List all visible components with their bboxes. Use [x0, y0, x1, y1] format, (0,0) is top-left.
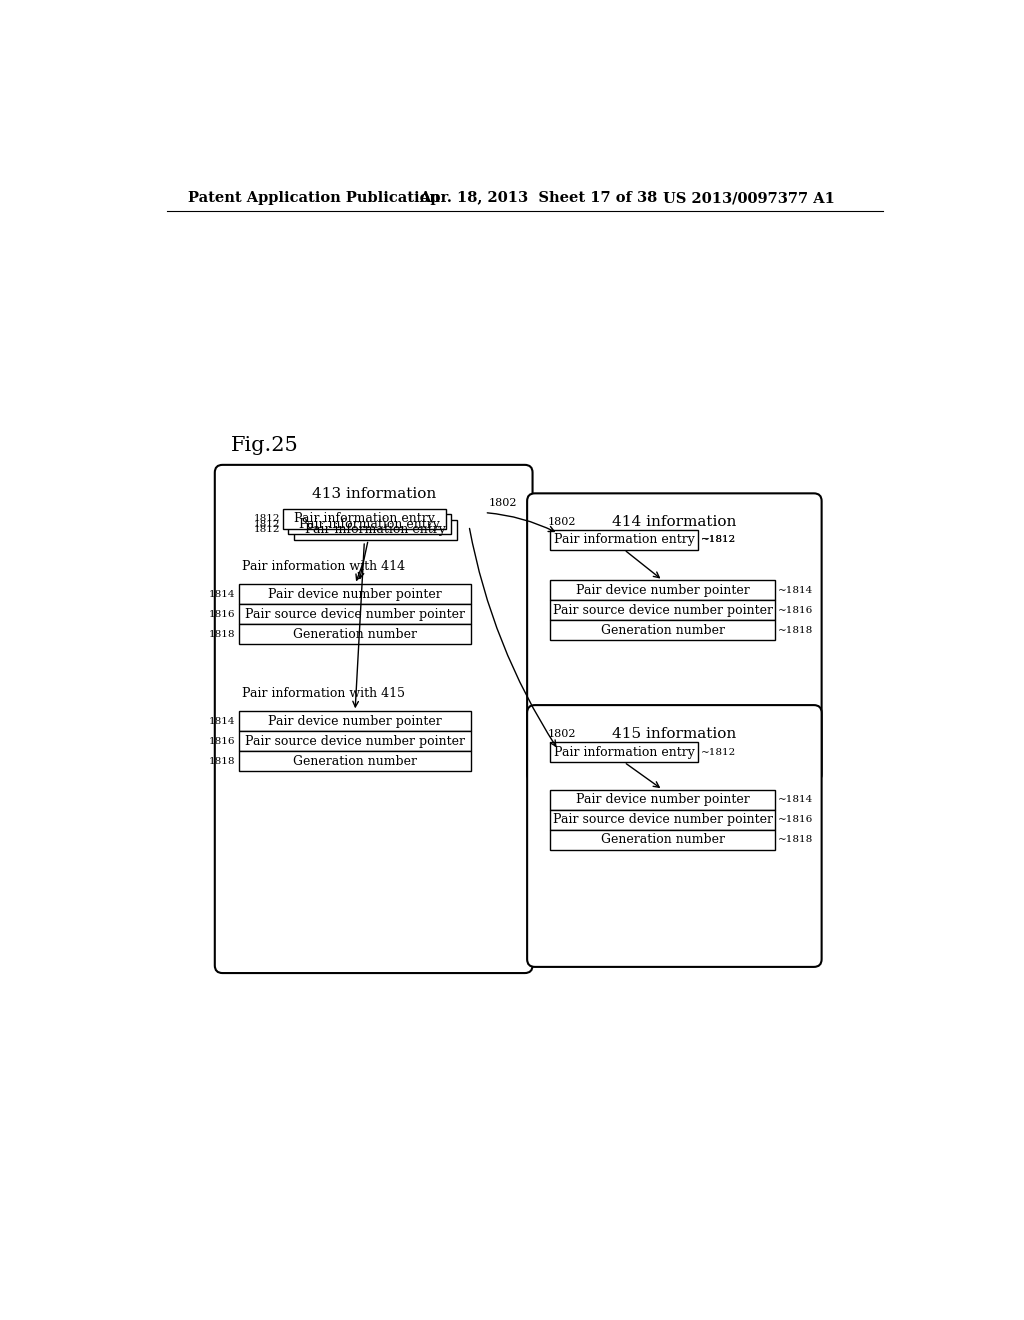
Text: 1812: 1812	[253, 525, 280, 535]
Text: 415 information: 415 information	[612, 726, 736, 741]
Text: 1814: 1814	[209, 717, 234, 726]
Text: Pair source device number pointer: Pair source device number pointer	[245, 607, 465, 620]
Text: 413 information: 413 information	[311, 487, 436, 502]
Bar	[239, 751, 471, 771]
Text: Pair device number pointer: Pair device number pointer	[575, 793, 750, 807]
Text: 1802: 1802	[548, 517, 577, 527]
Text: Pair information with 415: Pair information with 415	[242, 686, 404, 700]
Text: ~1816: ~1816	[778, 606, 813, 615]
Text: Generation number: Generation number	[601, 833, 725, 846]
Text: Pair information entry: Pair information entry	[305, 523, 445, 536]
Bar	[550, 601, 775, 620]
Bar	[550, 620, 775, 640]
Bar	[239, 711, 471, 731]
Bar	[239, 585, 471, 605]
Bar	[239, 605, 471, 624]
FancyBboxPatch shape	[527, 705, 821, 966]
Text: 1816: 1816	[209, 610, 234, 619]
Text: −1812: −1812	[700, 535, 736, 544]
Bar	[289, 515, 452, 535]
Text: US 2013/0097377 A1: US 2013/0097377 A1	[663, 191, 835, 206]
Text: ~1818: ~1818	[778, 836, 813, 845]
Text: 1802: 1802	[488, 498, 517, 508]
Text: ~1812: ~1812	[700, 747, 736, 756]
Text: ~1812: ~1812	[700, 535, 736, 544]
Text: Pair device number pointer: Pair device number pointer	[575, 583, 750, 597]
Text: Pair source device number pointer: Pair source device number pointer	[553, 813, 773, 826]
Text: Pair device number pointer: Pair device number pointer	[268, 587, 442, 601]
Bar	[283, 508, 445, 529]
Text: 414 information: 414 information	[612, 515, 736, 529]
Bar	[239, 731, 471, 751]
Text: 1812: 1812	[253, 515, 280, 523]
Bar	[239, 624, 471, 644]
Text: Apr. 18, 2013  Sheet 17 of 38: Apr. 18, 2013 Sheet 17 of 38	[419, 191, 656, 206]
Text: Generation number: Generation number	[293, 628, 417, 640]
Text: Generation number: Generation number	[293, 755, 417, 768]
FancyBboxPatch shape	[215, 465, 532, 973]
Text: Pair information entry: Pair information entry	[294, 512, 435, 525]
Bar	[550, 529, 697, 549]
Text: Generation number: Generation number	[601, 624, 725, 638]
Text: 1802: 1802	[548, 730, 577, 739]
Bar	[550, 810, 775, 830]
Bar	[550, 742, 697, 762]
Text: Pair source device number pointer: Pair source device number pointer	[245, 735, 465, 748]
Bar	[294, 520, 457, 540]
Text: ~1818: ~1818	[778, 626, 813, 635]
Bar	[550, 830, 775, 850]
Text: 1812: 1812	[253, 520, 280, 528]
Text: 1818: 1818	[209, 756, 234, 766]
Text: Pair information entry: Pair information entry	[554, 746, 694, 759]
Bar	[550, 581, 775, 601]
Text: Pair information with 414: Pair information with 414	[242, 560, 404, 573]
Text: Patent Application Publication: Patent Application Publication	[188, 191, 440, 206]
Text: ~1814: ~1814	[778, 796, 813, 804]
FancyBboxPatch shape	[527, 494, 821, 781]
Text: 1814: 1814	[209, 590, 234, 599]
Text: Pair information entry: Pair information entry	[554, 533, 694, 546]
Bar	[550, 789, 775, 810]
Text: Fig.25: Fig.25	[231, 436, 299, 454]
Text: ~1816: ~1816	[778, 816, 813, 824]
Text: Pair source device number pointer: Pair source device number pointer	[553, 603, 773, 616]
Text: 1818: 1818	[209, 630, 234, 639]
Text: ~1814: ~1814	[778, 586, 813, 595]
Text: 1816: 1816	[209, 737, 234, 746]
Text: Pair device number pointer: Pair device number pointer	[268, 714, 442, 727]
Text: Pair information entry: Pair information entry	[299, 517, 440, 531]
